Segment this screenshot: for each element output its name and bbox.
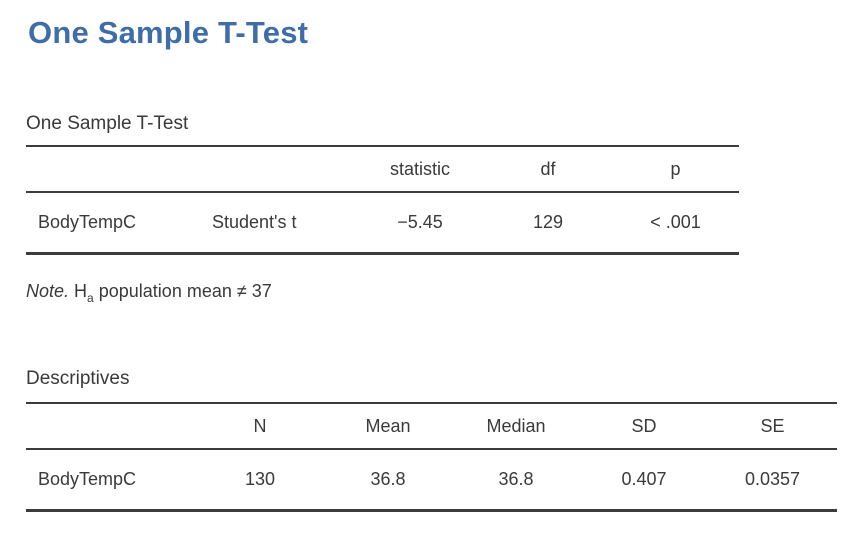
- descriptives-cell-variable: BodyTempC: [38, 469, 137, 489]
- page-title: One Sample T-Test: [28, 15, 309, 50]
- descriptives-col-mean: Mean: [324, 403, 452, 450]
- descriptives-section: Descriptives N Mean Median SD SE: [26, 367, 860, 512]
- descriptives-col-sd: SD: [580, 403, 708, 450]
- ttest-col-df: df: [484, 146, 612, 193]
- note-label: Note.: [26, 281, 70, 301]
- note-text: population mean ≠ 37: [98, 281, 272, 301]
- ttest-cell-test: Student's t: [212, 212, 297, 232]
- ttest-note: Note. Ha population mean ≠ 37: [26, 278, 860, 304]
- descriptives-header-row: N Mean Median SD SE: [26, 403, 837, 450]
- ttest-section: One Sample T-Test statistic df p: [26, 112, 860, 304]
- ttest-col-p: p: [612, 146, 739, 193]
- descriptives-col-median: Median: [452, 403, 580, 450]
- descriptives-cell-median: 36.8: [498, 469, 534, 489]
- ttest-table-title: One Sample T-Test: [26, 113, 189, 134]
- ttest-header-row: statistic df p: [26, 146, 739, 193]
- ttest-cell-statistic: −5.45: [397, 212, 443, 232]
- descriptives-cell-se: 0.0357: [744, 469, 801, 489]
- descriptives-col-variable: [26, 403, 196, 450]
- note-hypothesis-symbol: H: [74, 281, 88, 301]
- ttest-col-variable: [26, 146, 206, 193]
- note-hypothesis-subscript: a: [87, 291, 94, 305]
- descriptives-cell-n: 130: [244, 469, 276, 489]
- ttest-cell-p: < .001: [650, 212, 701, 232]
- ttest-table: statistic df p BodyTempC Student's t −5.…: [26, 145, 739, 255]
- descriptives-col-se: SE: [708, 403, 837, 450]
- descriptives-cell-mean: 36.8: [370, 469, 406, 489]
- ttest-cell-variable: BodyTempC: [38, 212, 137, 232]
- ttest-table-row: BodyTempC Student's t −5.45 129 < .001: [26, 192, 739, 254]
- ttest-cell-df: 129: [532, 212, 564, 232]
- descriptives-table-title: Descriptives: [26, 368, 130, 389]
- descriptives-cell-sd: 0.407: [621, 469, 667, 489]
- descriptives-table: N Mean Median SD SE BodyTempC 130 36.8 3…: [26, 402, 837, 512]
- ttest-col-statistic: statistic: [356, 146, 484, 193]
- descriptives-col-n: N: [196, 403, 324, 450]
- descriptives-table-row: BodyTempC 130 36.8 36.8 0.407 0.0357: [26, 449, 837, 511]
- ttest-col-test: [206, 146, 356, 193]
